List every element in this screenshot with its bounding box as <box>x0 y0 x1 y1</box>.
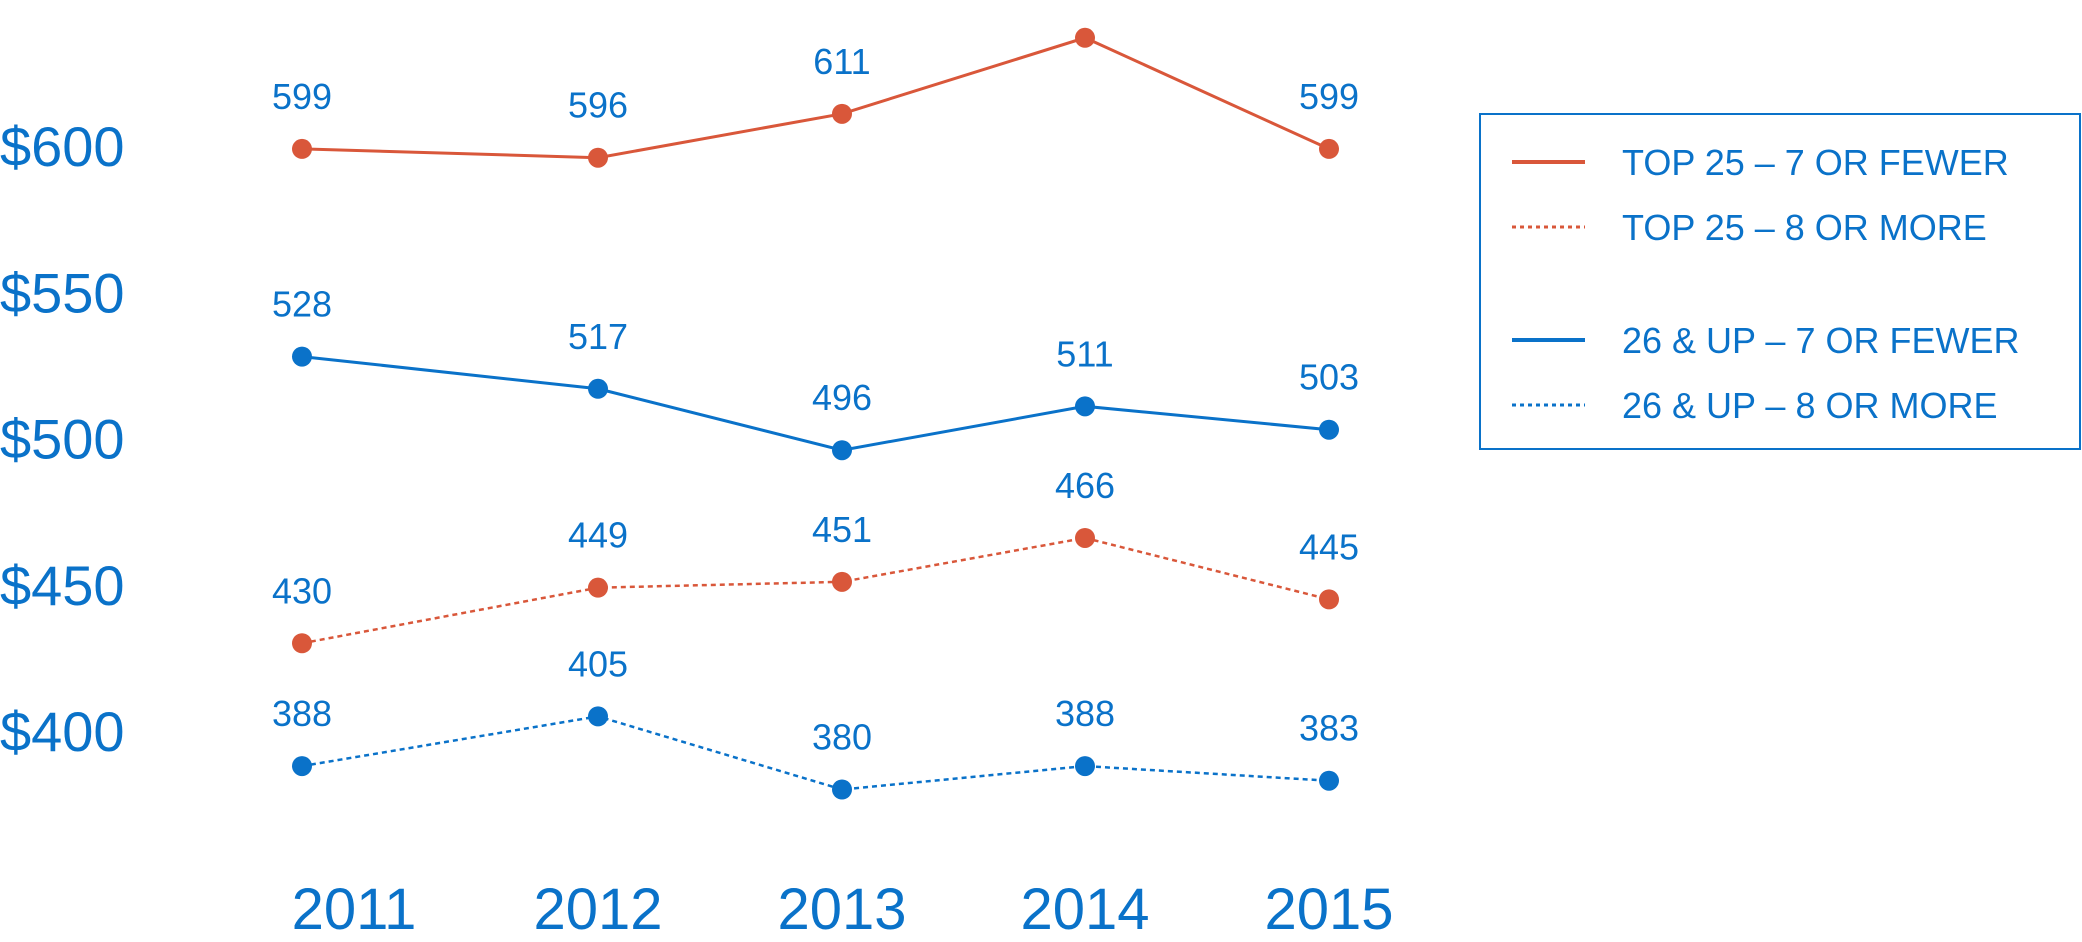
data-point <box>292 138 312 159</box>
data-point <box>1319 770 1339 791</box>
data-label: 388 <box>1055 693 1115 734</box>
legend-label: 26 & UP – 7 OR FEWER <box>1622 320 2019 361</box>
legend-label: TOP 25 – 8 OR MORE <box>1622 207 1987 248</box>
data-point <box>832 103 852 124</box>
data-label: 599 <box>272 76 332 117</box>
data-point <box>588 706 608 727</box>
legend-label: TOP 25 – 7 OR FEWER <box>1622 142 2009 183</box>
data-label: 388 <box>272 693 332 734</box>
data-point <box>1319 589 1339 610</box>
y-tick-label: $400 <box>0 700 125 763</box>
x-tick-label: 2015 <box>1264 877 1393 942</box>
legend: TOP 25 – 7 OR FEWER TOP 25 – 8 OR MORE 26 … <box>1479 113 2081 450</box>
series-points <box>292 27 1339 800</box>
data-label: 637 <box>1055 0 1115 6</box>
y-tick-label: $450 <box>0 554 125 617</box>
data-label: 511 <box>1056 333 1113 374</box>
data-label: 611 <box>813 41 870 82</box>
data-point <box>588 378 608 399</box>
data-label: 466 <box>1055 465 1115 506</box>
data-label: 451 <box>812 509 872 550</box>
data-point <box>292 756 312 777</box>
legend-box <box>1479 113 2081 450</box>
series-line <box>301 715 1330 791</box>
y-axis: $400 $450 $500 $550 $600 <box>0 115 125 763</box>
data-point <box>1075 527 1095 548</box>
data-point <box>832 571 852 592</box>
data-point <box>588 577 608 598</box>
series-line <box>301 536 1330 645</box>
data-label: 599 <box>1299 76 1359 117</box>
data-label: 517 <box>568 316 628 357</box>
data-point <box>292 346 312 367</box>
y-tick-label: $500 <box>0 408 125 471</box>
data-point <box>588 147 608 168</box>
data-point <box>832 779 852 800</box>
y-tick-label: $550 <box>0 261 125 324</box>
data-label: 596 <box>568 85 628 126</box>
data-point <box>832 440 852 461</box>
data-label: 405 <box>568 643 628 684</box>
data-label: 528 <box>272 284 332 325</box>
x-tick-label: 2013 <box>777 877 906 942</box>
data-point <box>1075 756 1095 777</box>
data-label: 430 <box>272 570 332 611</box>
data-label: 445 <box>1299 526 1359 567</box>
legend-label: 26 & UP – 8 OR MORE <box>1622 385 1997 426</box>
data-label: 503 <box>1299 357 1359 398</box>
data-label: 449 <box>568 515 628 556</box>
data-label: 383 <box>1299 708 1359 749</box>
data-label: 496 <box>812 377 872 418</box>
x-axis: 2011 2012 2013 2014 2015 <box>292 877 1394 942</box>
data-point <box>292 633 312 654</box>
data-point <box>1075 27 1095 48</box>
data-labels: 599 596 611 637 599 430 449 451 466 445 528 517 496 5… <box>272 0 1359 758</box>
y-tick-label: $600 <box>0 115 125 178</box>
data-point <box>1319 138 1339 159</box>
x-tick-label: 2014 <box>1020 877 1149 942</box>
data-label: 380 <box>812 717 872 758</box>
x-tick-label: 2011 <box>292 877 417 942</box>
data-point <box>1319 419 1339 440</box>
data-point <box>1075 396 1095 417</box>
x-tick-label: 2012 <box>533 877 662 942</box>
